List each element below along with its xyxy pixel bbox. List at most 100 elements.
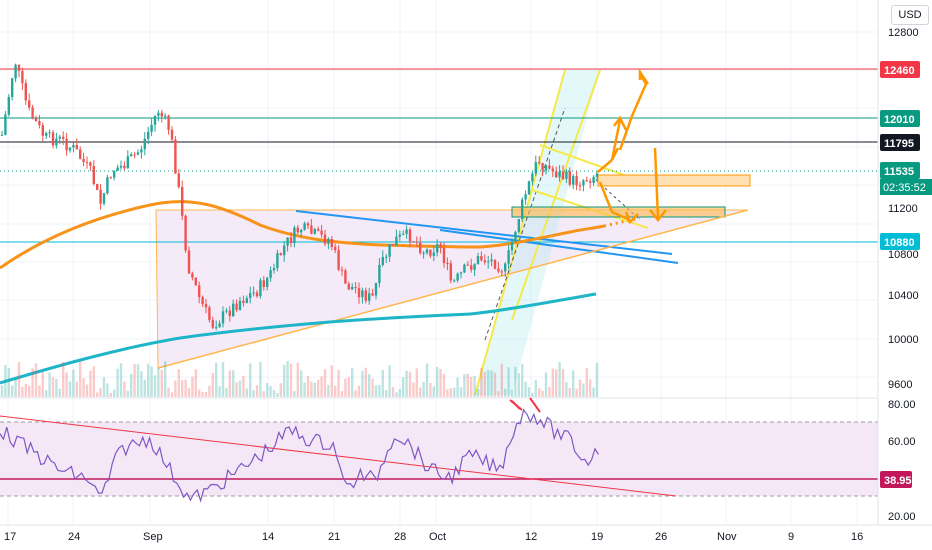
- volume-bar: [164, 361, 167, 397]
- resistance-box[interactable]: [597, 174, 751, 187]
- candle-body: [92, 165, 95, 184]
- candle-body: [439, 244, 442, 248]
- candle-body: [300, 229, 303, 233]
- candle-body: [130, 154, 133, 157]
- volume-bar: [534, 380, 537, 397]
- candle-body: [582, 180, 585, 186]
- candle-body: [446, 263, 449, 265]
- candle-body: [48, 132, 51, 134]
- channel-line-left[interactable]: [474, 69, 566, 396]
- candle-body: [89, 162, 92, 166]
- volume-bar: [575, 388, 578, 397]
- volume-bar: [259, 361, 262, 397]
- candle-body: [143, 138, 146, 150]
- volume-bar: [245, 388, 248, 397]
- volume-bar: [272, 390, 276, 397]
- volume-bar: [521, 364, 524, 397]
- time-label-16: 16: [851, 531, 863, 543]
- candle-body: [34, 118, 38, 122]
- rsi-trendline[interactable]: [0, 415, 677, 497]
- candle-body: [75, 144, 78, 150]
- candle-body: [194, 277, 197, 286]
- volume-bar: [92, 366, 95, 397]
- candle-body: [38, 121, 41, 126]
- candle-body: [432, 252, 435, 256]
- candle-body: [55, 138, 58, 146]
- candle-body: [140, 149, 143, 153]
- rising-channel[interactable]: [475, 70, 600, 395]
- volume-bar: [361, 370, 364, 397]
- candle-body: [378, 264, 381, 284]
- volume-bar: [568, 388, 571, 397]
- currency-button[interactable]: USD: [891, 5, 929, 25]
- volume-bar: [347, 377, 350, 397]
- candle-body: [147, 131, 150, 139]
- candle-body: [565, 171, 568, 179]
- volume-bar: [150, 366, 153, 397]
- time-label-26: 26: [655, 531, 667, 543]
- volume-bar: [531, 392, 534, 397]
- volume-bar: [551, 368, 554, 397]
- volume-bar: [123, 381, 126, 397]
- candle-body: [0, 134, 4, 136]
- candle-body: [463, 264, 466, 273]
- candle-body: [187, 250, 191, 274]
- candle-body: [531, 173, 534, 182]
- candle-body: [592, 176, 595, 183]
- volume-bar: [225, 387, 228, 397]
- volume-bar: [96, 392, 99, 397]
- volume-bar: [160, 369, 163, 397]
- volume-bar: [65, 372, 68, 397]
- triangle-lower-trend[interactable]: [157, 209, 749, 369]
- candle-body: [218, 323, 221, 328]
- candle-body: [381, 257, 384, 265]
- candle-body: [497, 268, 500, 272]
- volume-bar: [453, 387, 456, 397]
- time-label-12: 12: [525, 531, 537, 543]
- volume-bar: [221, 362, 225, 397]
- volume-bar: [31, 368, 34, 397]
- volume-bar: [510, 389, 514, 397]
- candle-body: [153, 115, 157, 125]
- time-label-24: 24: [68, 531, 80, 543]
- badge-10880: [880, 233, 920, 250]
- rsi-line: [0, 408, 599, 503]
- projection-arrows[interactable]: [597, 67, 667, 225]
- volume-bar: [330, 365, 333, 397]
- candle-body: [527, 181, 531, 195]
- candle-body: [364, 290, 367, 301]
- volume-bar: [242, 376, 245, 397]
- volume-bar: [555, 369, 558, 397]
- price-axis[interactable]: [878, 0, 932, 525]
- candle-body: [476, 256, 480, 265]
- blue-trendline-lower[interactable]: [439, 229, 679, 264]
- volume-bar: [480, 367, 483, 397]
- badge-12460-text: 12460: [884, 65, 915, 77]
- channel-line-right[interactable]: [511, 69, 601, 321]
- candle-body: [538, 162, 541, 164]
- candle-body: [361, 290, 364, 298]
- volume-bar: [371, 378, 374, 397]
- volume-bar: [490, 370, 493, 397]
- volume-bar: [58, 388, 61, 397]
- volume-bar: [113, 389, 116, 397]
- candle-body: [4, 114, 7, 135]
- volume-bar: [391, 387, 395, 397]
- time-axis[interactable]: 17 24 Sep 14 21 28 Oct 12 19 26 Nov 9 16: [4, 531, 863, 543]
- candle-body: [276, 253, 279, 269]
- candle-body: [402, 233, 405, 235]
- candle-body: [7, 97, 10, 115]
- candle-body: [28, 100, 31, 108]
- volume-bar: [126, 390, 129, 397]
- badge-countdown-text: 02:35:52: [883, 182, 926, 194]
- volume-bar: [351, 367, 354, 397]
- candle-body: [255, 292, 259, 297]
- volume-bar: [436, 366, 439, 397]
- support-box[interactable]: [511, 206, 726, 218]
- candle-body: [228, 310, 231, 317]
- volume-bar: [395, 392, 398, 397]
- volume-bar: [28, 385, 31, 397]
- volume-bar: [572, 370, 575, 397]
- volume-bar: [459, 387, 463, 397]
